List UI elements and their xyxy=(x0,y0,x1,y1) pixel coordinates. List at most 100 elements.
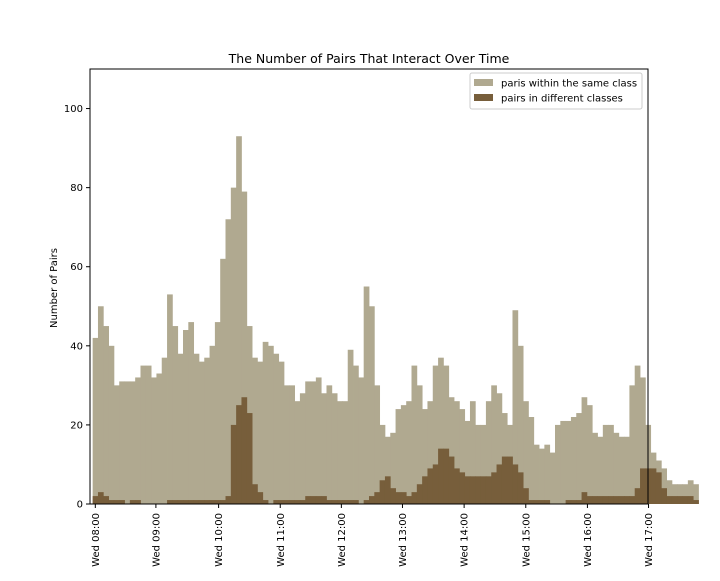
bar xyxy=(129,381,136,504)
bar xyxy=(454,401,460,504)
bar xyxy=(592,496,598,504)
legend: paris within the same class pairs in diff… xyxy=(469,72,643,110)
bar xyxy=(448,397,455,504)
bar xyxy=(92,496,99,504)
bar xyxy=(671,496,678,504)
bar xyxy=(549,452,556,504)
bar xyxy=(379,424,386,504)
bar xyxy=(528,417,535,504)
bar xyxy=(379,480,386,504)
bar xyxy=(395,492,402,504)
bar xyxy=(353,500,359,504)
x-tick-label: Wed 11:00 xyxy=(276,513,287,567)
x-tick-label: Wed 08:00 xyxy=(91,513,102,567)
bar xyxy=(517,345,524,504)
bar xyxy=(252,357,258,504)
bar xyxy=(347,500,354,504)
bar xyxy=(586,405,593,504)
bar xyxy=(443,448,450,504)
bar xyxy=(565,500,572,504)
bar xyxy=(236,136,242,505)
bar xyxy=(613,496,620,504)
bars-group xyxy=(92,136,699,505)
bar xyxy=(230,424,237,504)
bar xyxy=(507,456,513,504)
bar xyxy=(108,345,115,504)
bar xyxy=(119,500,125,504)
bar xyxy=(469,401,476,504)
bar xyxy=(113,500,120,504)
bar xyxy=(512,310,519,504)
bar xyxy=(135,500,141,504)
bar xyxy=(650,468,657,504)
bar xyxy=(395,409,402,504)
bar xyxy=(283,385,290,504)
bar xyxy=(321,496,327,504)
bar xyxy=(523,488,529,504)
plot-frame xyxy=(89,68,649,505)
bar xyxy=(427,468,434,504)
bar xyxy=(225,219,232,504)
bar xyxy=(310,381,317,504)
bar xyxy=(363,500,370,504)
bar xyxy=(438,448,444,504)
bar xyxy=(661,488,667,504)
bar xyxy=(384,476,391,504)
bar xyxy=(278,500,285,504)
bar xyxy=(565,420,572,504)
bar xyxy=(198,361,205,504)
bar xyxy=(634,365,641,504)
bar xyxy=(464,476,471,504)
bar xyxy=(183,500,189,504)
bar xyxy=(496,464,503,504)
bar xyxy=(581,492,588,504)
bar xyxy=(432,365,439,504)
bar xyxy=(172,326,179,504)
bar xyxy=(400,405,407,504)
bar xyxy=(156,373,163,504)
bar xyxy=(597,496,604,504)
bar xyxy=(342,401,349,504)
bar xyxy=(326,500,333,504)
bar xyxy=(198,500,205,504)
bar xyxy=(576,413,582,504)
x-tick-label: Wed 12:00 xyxy=(337,513,348,567)
bar xyxy=(321,393,327,504)
bar xyxy=(533,444,540,504)
bar xyxy=(257,492,264,504)
bar xyxy=(539,500,545,504)
bar xyxy=(528,500,535,504)
bar xyxy=(400,492,407,504)
bar xyxy=(342,500,349,504)
bar xyxy=(289,385,295,504)
bar xyxy=(671,484,678,504)
bar xyxy=(369,306,375,504)
bar xyxy=(167,500,173,504)
bar xyxy=(427,401,434,504)
bar xyxy=(608,424,614,504)
bar xyxy=(597,436,604,504)
chart-title: The Number of Pairs That Interact Over T… xyxy=(228,51,510,66)
y-tick-label: 100 xyxy=(64,104,83,115)
bar xyxy=(363,286,370,504)
y-axis-label: Number of Pairs xyxy=(49,248,60,328)
bar xyxy=(411,492,418,504)
bar xyxy=(496,393,503,504)
bar xyxy=(337,500,343,504)
bar xyxy=(443,365,450,504)
bar xyxy=(193,500,200,504)
bar xyxy=(204,357,210,504)
bar xyxy=(501,456,508,504)
bar xyxy=(416,484,423,504)
bar xyxy=(177,500,184,504)
bar xyxy=(167,294,173,504)
bar xyxy=(241,191,248,504)
bar xyxy=(374,492,381,504)
bar xyxy=(331,393,338,504)
bar xyxy=(209,345,216,504)
bar xyxy=(464,420,471,504)
bar xyxy=(390,488,396,504)
x-tick-label: Wed 15:00 xyxy=(521,513,532,567)
bar xyxy=(209,500,216,504)
